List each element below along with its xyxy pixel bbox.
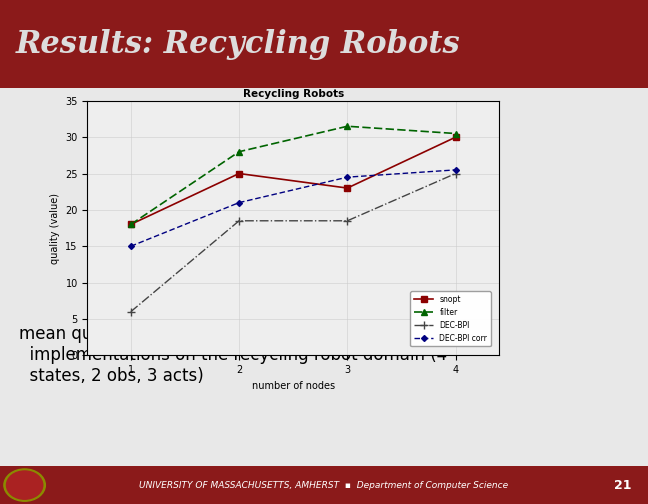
filter xyxy=(235,149,243,155)
Text: UNIVERSITY OF MASSACHUSETTS, AMHERST  ▪  Department of Computer Science: UNIVERSITY OF MASSACHUSETTS, AMHERST ▪ D… xyxy=(139,481,509,489)
Bar xyxy=(0,88,648,466)
DEC-BPI corr xyxy=(343,174,351,180)
Line: snopt: snopt xyxy=(128,135,458,227)
Legend: snopt, filter, DEC-BPI, DEC-BPI corr: snopt, filter, DEC-BPI, DEC-BPI corr xyxy=(410,291,491,346)
Circle shape xyxy=(4,469,45,501)
Circle shape xyxy=(6,471,43,499)
Text: Results: Recycling Robots: Results: Recycling Robots xyxy=(16,29,461,59)
Line: filter: filter xyxy=(128,123,458,227)
snopt xyxy=(235,170,243,176)
filter xyxy=(452,131,459,137)
snopt xyxy=(452,134,459,140)
Bar xyxy=(0,0,648,88)
Y-axis label: quality (value): quality (value) xyxy=(50,193,60,264)
DEC-BPI xyxy=(343,218,351,224)
filter xyxy=(127,221,135,227)
Bar xyxy=(0,466,648,504)
DEC-BPI xyxy=(452,170,459,176)
snopt xyxy=(127,221,135,227)
Line: DEC-BPI: DEC-BPI xyxy=(126,169,460,316)
Text: 21: 21 xyxy=(614,479,632,491)
Title: Recycling Robots: Recycling Robots xyxy=(242,89,344,99)
filter xyxy=(343,123,351,129)
DEC-BPI xyxy=(127,308,135,314)
Line: DEC-BPI corr: DEC-BPI corr xyxy=(129,168,457,248)
Text: mean quality of the NLP and DEC-BPI
  implementations on the recycling robot dom: mean quality of the NLP and DEC-BPI impl… xyxy=(19,325,448,385)
DEC-BPI corr xyxy=(235,200,243,206)
DEC-BPI corr xyxy=(452,167,459,173)
DEC-BPI xyxy=(235,218,243,224)
X-axis label: number of nodes: number of nodes xyxy=(251,381,335,391)
snopt xyxy=(343,185,351,191)
DEC-BPI corr xyxy=(127,243,135,249)
